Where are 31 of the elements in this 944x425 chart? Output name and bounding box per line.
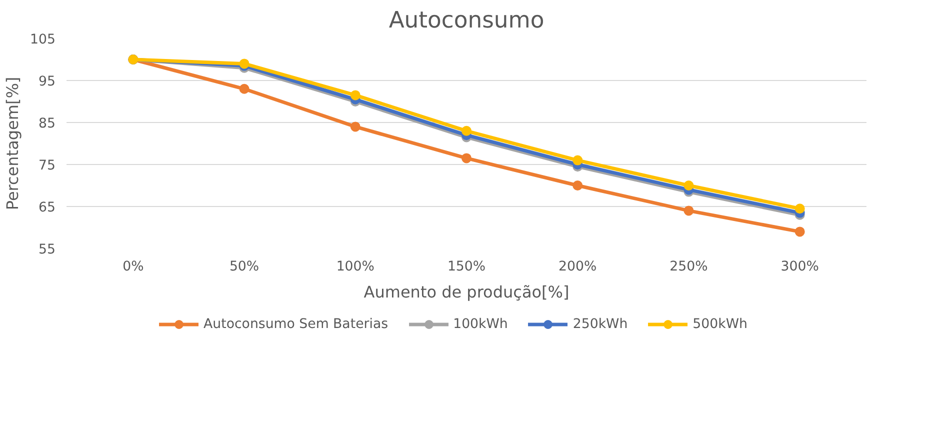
point [462, 153, 472, 164]
x-tick-label: 100% [336, 260, 374, 274]
point [794, 226, 805, 237]
y-tick-label: 95 [38, 74, 56, 90]
point [239, 84, 250, 94]
point [350, 90, 360, 100]
point [462, 126, 472, 136]
point [794, 204, 805, 214]
x-axis-title: Aumento de produção[%] [364, 282, 570, 302]
y-tick-label: 55 [38, 242, 56, 258]
x-tick-label: 150% [447, 260, 486, 274]
point [572, 180, 583, 190]
x-tick-label: 300% [780, 260, 819, 274]
x-tick-label: 200% [558, 260, 597, 274]
point [684, 206, 694, 216]
legend-label: 250kWh [572, 316, 628, 332]
y-tick-label: 85 [38, 116, 56, 132]
y-tick-label: 105 [30, 32, 56, 48]
y-axis-title: Percentagem[%] [3, 76, 22, 210]
point [684, 180, 694, 190]
point [350, 122, 360, 132]
chart-title: Autoconsumo [388, 8, 544, 34]
point [572, 155, 583, 166]
x-tick-label: 50% [229, 260, 260, 274]
x-tick-label: 250% [670, 260, 708, 274]
legend-label: 500kWh [692, 316, 748, 332]
legend-label: 100kWh [453, 316, 508, 332]
y-tick-label: 75 [38, 158, 56, 174]
x-tick-label: 0% [122, 260, 144, 274]
legend-label: Autoconsumo Sem Baterias [204, 316, 388, 332]
y-tick-label: 65 [38, 200, 56, 216]
